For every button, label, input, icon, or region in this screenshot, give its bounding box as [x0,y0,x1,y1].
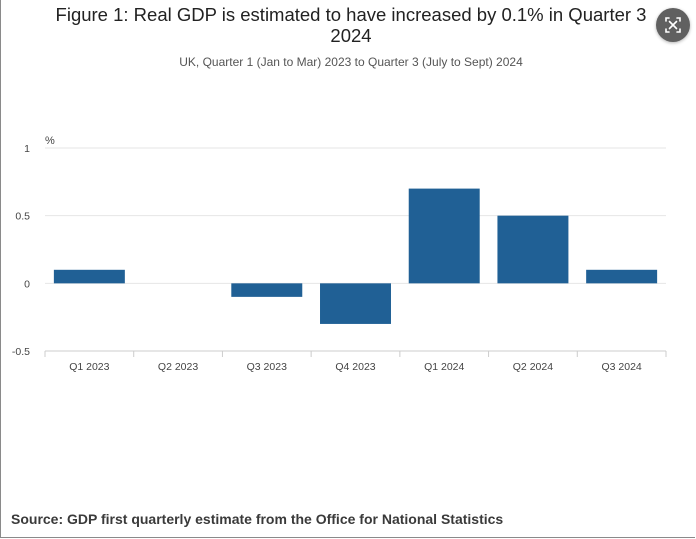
bar [586,269,658,284]
x-tick-label: Q4 2023 [335,361,375,373]
y-tick-label: 1 [24,143,30,155]
y-tick-label: -0.5 [12,346,30,358]
x-tick-label: Q1 2023 [69,361,109,373]
bar [231,283,303,297]
y-tick-label: 0 [24,278,30,290]
x-tick-label: Q3 2023 [247,361,287,373]
y-tick-label: 0.5 [15,211,30,223]
bar [408,188,480,284]
expand-icon [665,17,681,33]
x-tick-label: Q2 2023 [158,361,198,373]
bar [320,283,391,324]
chart-title: Figure 1: Real GDP is estimated to have … [55,4,647,46]
chart-subtitle: UK, Quarter 1 (Jan to Mar) 2023 to Quart… [179,55,523,69]
bar [497,215,569,284]
x-tick-label: Q2 2024 [513,361,553,373]
bar [53,269,125,284]
expand-button[interactable] [656,8,690,42]
x-tick-label: Q1 2024 [424,361,464,373]
x-tick-label: Q3 2024 [601,361,641,373]
y-axis-unit-label: % [45,135,55,147]
source-note: Source: GDP first quarterly estimate fro… [11,511,504,527]
